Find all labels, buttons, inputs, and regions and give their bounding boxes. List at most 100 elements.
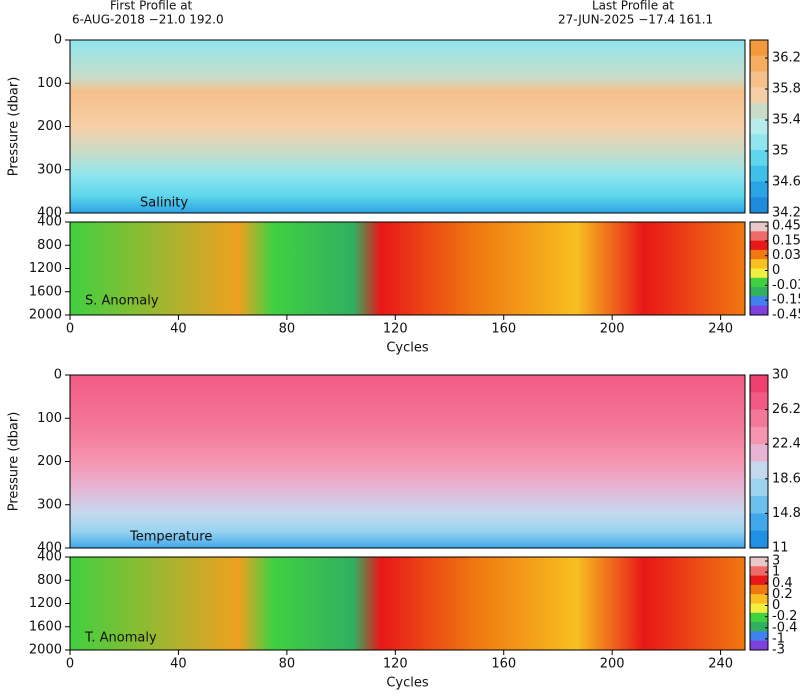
colorbar-label: 0.15 [772,233,800,248]
last-info: 27-JUN-2025 −17.4 161.1 [558,13,713,27]
colorbar-label: 3 [772,554,780,569]
colorbar-swatch [750,603,768,614]
y-tick-label: 1200 [29,596,62,611]
colorbar-label: 14.8 [772,506,800,521]
panel-label: S. Anomaly [85,294,159,309]
colorbar-swatch [750,268,768,279]
y-tick-label: 2000 [29,643,62,658]
colorbar-swatch [750,530,768,549]
x-tick-label: 240 [708,657,733,672]
colorbar-label: 0.45 [772,219,800,234]
x-tick-label: 40 [170,322,187,337]
colorbar-swatch [750,496,768,514]
y-tick-label: 1200 [29,261,62,276]
colorbar-label: 18.6 [772,471,800,486]
colorbar-swatch [750,259,768,269]
colorbar-label: 35 [772,144,789,159]
colorbar-label: -0.4 [772,620,797,635]
x-tick-label: 160 [491,657,516,672]
colorbar-swatch [750,392,768,411]
y-tick-label: 800 [37,573,62,588]
field [70,222,745,315]
colorbar-label: 0 [772,598,780,613]
colorbar-swatch [750,87,768,104]
y-axis-label: Pressure (dbar) [7,77,22,177]
colorbar-swatch [750,296,768,307]
colorbar-swatch [750,102,768,120]
colorbar-swatch [750,375,768,393]
colorbar-label: 11 [772,541,789,556]
colorbar-swatch [750,557,768,567]
y-tick-label: 300 [37,497,62,512]
colorbar-label: 36.2 [772,51,800,66]
colorbar-swatch [750,594,768,604]
first-label: First Profile at [110,0,193,13]
colorbar-swatch [750,71,768,88]
colorbar-swatch [750,622,768,632]
colorbar-label: 30 [772,368,789,383]
colorbar-frame [749,556,769,651]
colorbar-swatch [750,444,768,462]
colorbar-frame [749,374,769,549]
field [70,375,745,548]
y-tick-label: 300 [37,162,62,177]
x-tick-label: 0 [66,657,74,672]
y-tick-label: 400 [37,206,62,221]
field [70,557,745,650]
colorbar-swatch [750,231,768,242]
panel-label: Temperature [129,530,212,545]
x-tick-label: 200 [600,322,625,337]
y-tick-label: 2000 [29,308,62,323]
colorbar-label: 0.2 [772,587,793,602]
colorbar-label: 22.4 [772,437,800,452]
colorbar-label: 1 [772,565,780,580]
colorbar-label: 0.4 [772,576,793,591]
y-tick-label: 800 [37,238,62,253]
y-tick-label: 0 [54,33,62,48]
colorbar-label: -3 [772,643,785,658]
colorbar-swatch [750,640,768,651]
x-tick-label: 40 [170,657,187,672]
colorbar-frame [749,39,769,214]
colorbar-swatch [750,222,768,232]
first-info: 6-AUG-2018 −21.0 192.0 [72,13,224,27]
x-tick-label: 80 [279,657,296,672]
colorbar-swatch [750,165,768,183]
x-tick-label: 200 [600,657,625,672]
colorbar-label: 34.6 [772,175,800,190]
colorbar-swatch [750,305,768,316]
colorbar-label: -0.03 [772,278,800,293]
y-tick-label: 1600 [29,284,62,299]
colorbar-swatch [750,249,768,260]
colorbar-label: -0.2 [772,609,797,624]
colorbar-swatch [750,287,768,297]
colorbar-swatch [750,575,768,586]
colorbar-swatch [750,478,768,497]
colorbar-label: 0.03 [772,248,800,263]
colorbar-label: 26.2 [772,402,800,417]
colorbar-swatch [750,584,768,595]
colorbar-swatch [750,461,768,480]
x-axis-label: Cycles [386,676,429,691]
colorbar-label: 0 [772,263,780,278]
y-tick-label: 1600 [29,619,62,634]
x-tick-label: 0 [66,322,74,337]
last-label: Last Profile at [592,0,674,13]
x-tick-label: 120 [383,322,408,337]
colorbar-swatch [750,197,768,214]
y-tick-label: 100 [37,411,62,426]
x-tick-label: 240 [708,322,733,337]
colorbar-label: -0.45 [772,308,800,323]
colorbar-swatch [750,150,768,167]
field [70,40,745,213]
colorbar-label: 34.2 [772,206,800,221]
x-tick-label: 120 [383,657,408,672]
colorbar-swatch [750,55,768,72]
y-tick-label: 200 [37,454,62,469]
x-tick-label: 80 [279,322,296,337]
colorbar-swatch [750,240,768,251]
colorbar-swatch [750,566,768,577]
y-tick-label: 400 [37,550,62,565]
